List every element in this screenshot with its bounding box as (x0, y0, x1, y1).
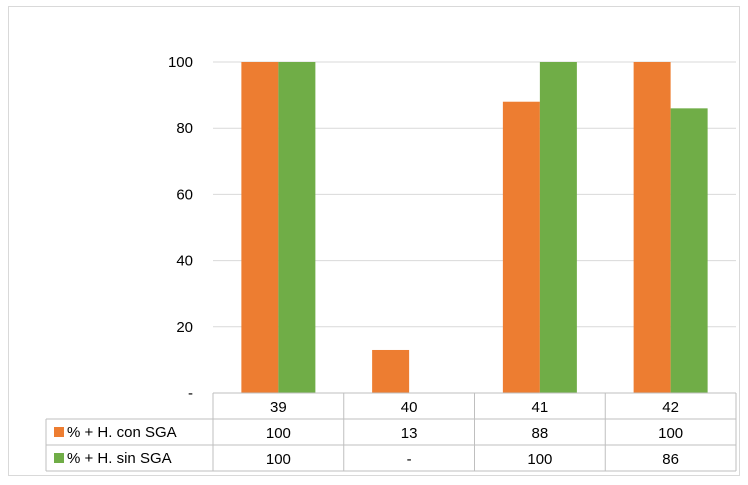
bar-sin-sga (539, 62, 577, 393)
bar-con-sga (633, 62, 671, 393)
y-tick-label: 80 (176, 120, 193, 137)
legend-label: % + H. con SGA (67, 424, 177, 441)
bar-con-sga (372, 349, 410, 393)
y-tick-label: 60 (176, 186, 193, 203)
table-value: - (407, 451, 412, 468)
table-value: 88 (532, 425, 549, 442)
legend-key-sin-sga (54, 453, 64, 463)
y-tick-label: 20 (176, 319, 193, 336)
bar-sin-sga (278, 62, 316, 393)
bar-sin-sga (670, 108, 708, 393)
table-value: 100 (658, 425, 683, 442)
table-value: 100 (527, 451, 552, 468)
legend-label: % + H. sin SGA (67, 450, 172, 467)
bar-con-sga (241, 62, 279, 393)
y-tick-label: 40 (176, 253, 193, 270)
x-category-label: 41 (532, 399, 549, 416)
y-tick-label: 100 (168, 54, 193, 71)
y-tick-label: - (188, 385, 193, 402)
table-value: 13 (401, 425, 418, 442)
legend-key-con-sga (54, 427, 64, 437)
x-category-label: 42 (662, 399, 679, 416)
table-value: 86 (662, 451, 679, 468)
bar-con-sga (502, 101, 540, 393)
table-value: 100 (266, 425, 291, 442)
chart-frame (8, 6, 740, 476)
x-category-label: 39 (270, 399, 287, 416)
x-category-label: 40 (401, 399, 418, 416)
table-value: 100 (266, 451, 291, 468)
